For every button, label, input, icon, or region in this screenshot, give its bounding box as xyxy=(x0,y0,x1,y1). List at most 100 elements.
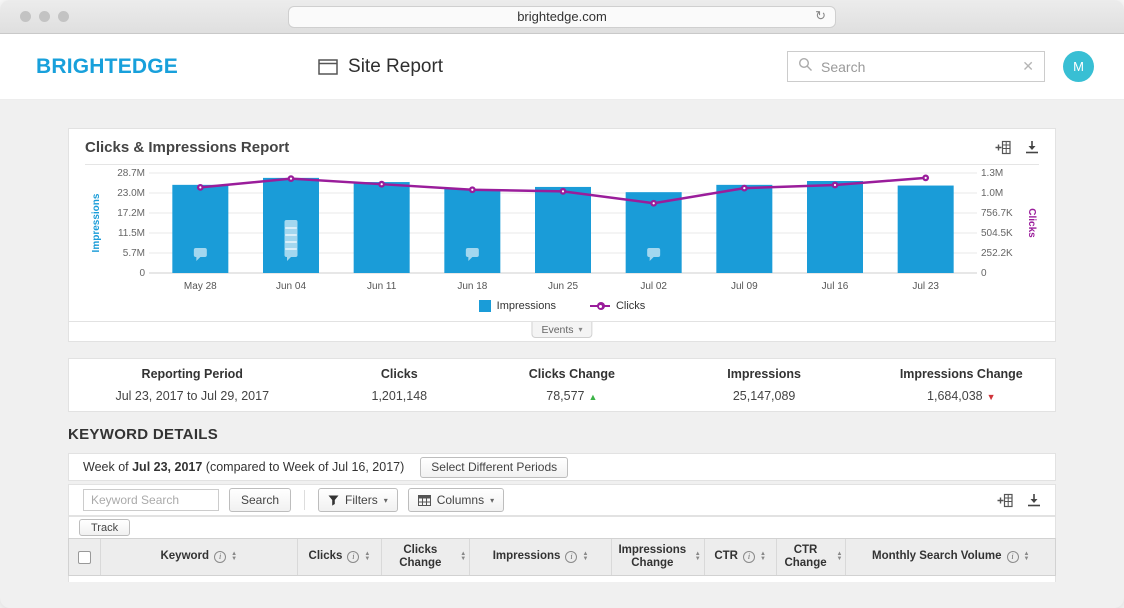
legend-item-clicks[interactable]: Clicks xyxy=(590,300,645,312)
column-label: CTR xyxy=(714,550,738,563)
summary-col-header: Clicks xyxy=(316,359,484,387)
sort-icon[interactable]: ▲▼ xyxy=(582,552,588,562)
column-header-ctr-change[interactable]: CTR Change▲▼ xyxy=(777,539,847,575)
avatar[interactable]: M xyxy=(1063,51,1094,82)
main-content: Clicks & Impressions Report 005.7M252.2K… xyxy=(0,100,1124,582)
page-title-group: Site Report xyxy=(318,56,443,78)
brightedge-logo[interactable]: BRIGHTEDGE xyxy=(36,55,178,79)
keyword-search-input[interactable] xyxy=(83,489,219,511)
column-header-ctr[interactable]: CTR i ▲▼ xyxy=(705,539,777,575)
svg-text:May 28: May 28 xyxy=(184,281,217,292)
down-triangle-icon: ▼ xyxy=(987,392,996,402)
svg-text:252.2K: 252.2K xyxy=(981,248,1013,259)
add-to-dashboard-icon[interactable] xyxy=(995,140,1011,155)
info-icon[interactable]: i xyxy=(743,551,755,563)
column-label: Impressions Change xyxy=(615,544,690,570)
clicks-impressions-chart: 005.7M252.2K11.5M504.5K17.2M756.7K23.0M1… xyxy=(85,165,1039,293)
svg-text:Impressions: Impressions xyxy=(91,193,102,252)
column-label: Monthly Search Volume xyxy=(872,550,1002,563)
legend-label: Clicks xyxy=(616,300,645,312)
column-label: Clicks Change xyxy=(385,544,455,570)
sort-icon[interactable]: ▲▼ xyxy=(1024,552,1030,562)
select-all-checkbox[interactable] xyxy=(78,551,91,564)
columns-grid-icon xyxy=(418,495,431,506)
window-close-button[interactable] xyxy=(20,11,31,22)
select-different-periods-button[interactable]: Select Different Periods xyxy=(420,457,568,478)
add-to-dashboard-icon[interactable] xyxy=(997,493,1013,508)
info-icon[interactable]: i xyxy=(347,551,359,563)
summary-col-header: Clicks Change xyxy=(483,359,660,387)
download-icon[interactable] xyxy=(1027,493,1041,508)
search-box[interactable]: ✕ xyxy=(787,51,1045,82)
funnel-icon xyxy=(328,495,339,506)
column-label: Impressions xyxy=(493,550,561,563)
keyword-search-button[interactable]: Search xyxy=(229,488,291,512)
svg-text:23.0M: 23.0M xyxy=(117,188,145,199)
table-body-sliver xyxy=(68,576,1056,582)
svg-text:1.3M: 1.3M xyxy=(981,168,1003,179)
sort-icon[interactable]: ▲▼ xyxy=(231,552,237,562)
impressions-value: 25,147,089 xyxy=(661,387,868,411)
svg-text:11.5M: 11.5M xyxy=(118,228,145,239)
chevron-down-icon: ▾ xyxy=(579,325,583,334)
sort-icon[interactable]: ▲▼ xyxy=(836,552,842,562)
url-text: brightedge.com xyxy=(517,9,607,24)
url-bar[interactable]: brightedge.com ↻ xyxy=(288,6,836,28)
column-header-clicks-change[interactable]: Clicks Change ▲▼ xyxy=(382,539,470,575)
track-button[interactable]: Track xyxy=(79,519,130,536)
report-window-icon xyxy=(318,59,338,75)
sort-icon[interactable]: ▲▼ xyxy=(695,552,701,562)
period-bar: Week of Jul 23, 2017 (compared to Week o… xyxy=(68,453,1056,481)
window-zoom-button[interactable] xyxy=(58,11,69,22)
column-header-keyword[interactable]: Keywordi▲▼ xyxy=(101,539,298,575)
refresh-icon[interactable]: ↻ xyxy=(815,8,826,24)
clicks-marker-icon xyxy=(590,305,610,307)
browser-chrome: brightedge.com ↻ xyxy=(0,0,1124,34)
events-toggle[interactable]: Events ▾ xyxy=(531,322,592,338)
svg-text:756.7K: 756.7K xyxy=(981,208,1013,219)
keyword-toolbar: Search Filters ▾ Columns ▾ xyxy=(68,484,1056,516)
column-header-impressions-change[interactable]: Impressions Change ▲▼ xyxy=(612,539,705,575)
svg-text:Jul 16: Jul 16 xyxy=(822,281,849,292)
sort-icon[interactable]: ▲▼ xyxy=(460,552,466,562)
svg-text:28.7M: 28.7M xyxy=(117,168,145,179)
info-icon[interactable]: i xyxy=(1007,551,1019,563)
events-strip: Events ▾ xyxy=(68,322,1056,342)
legend-item-impressions[interactable]: Impressions xyxy=(479,300,556,312)
clicks-value: 1,201,148 xyxy=(316,387,484,411)
keyword-details-heading: KEYWORD DETAILS xyxy=(68,426,1056,443)
column-header-clicks[interactable]: Clicksi ▲▼ xyxy=(298,539,383,575)
svg-text:Jun 04: Jun 04 xyxy=(276,281,306,292)
filters-button[interactable]: Filters ▾ xyxy=(318,488,398,512)
chart-legend: Impressions Clicks xyxy=(85,293,1039,319)
column-header-impressions[interactable]: Impressions i ▲▼ xyxy=(470,539,612,575)
sort-icon[interactable]: ▲▼ xyxy=(364,552,370,562)
svg-text:Clicks: Clicks xyxy=(1026,208,1037,238)
chevron-down-icon: ▾ xyxy=(490,496,494,505)
info-icon[interactable]: i xyxy=(214,551,226,563)
period-text: Week of Jul 23, 2017 (compared to Week o… xyxy=(83,460,404,474)
track-row: Track xyxy=(68,516,1056,538)
sort-icon[interactable]: ▲▼ xyxy=(760,552,766,562)
search-input[interactable] xyxy=(821,59,1014,75)
columns-button[interactable]: Columns ▾ xyxy=(408,488,504,512)
svg-text:Jul 23: Jul 23 xyxy=(912,281,939,292)
info-icon[interactable]: i xyxy=(565,551,577,563)
search-icon xyxy=(798,57,813,77)
chevron-down-icon: ▾ xyxy=(384,496,388,505)
column-label: Clicks xyxy=(309,550,343,563)
select-all-checkbox-cell xyxy=(69,539,101,575)
download-icon[interactable] xyxy=(1025,140,1039,155)
window-minimize-button[interactable] xyxy=(39,11,50,22)
clear-search-icon[interactable]: ✕ xyxy=(1022,58,1034,75)
summary-table: Reporting Period Clicks Clicks Change Im… xyxy=(68,358,1056,412)
svg-text:17.2M: 17.2M xyxy=(117,208,145,219)
chart-title: Clicks & Impressions Report xyxy=(85,139,289,156)
clicks-change-value: 78,577▲ xyxy=(483,387,660,411)
column-header-monthly-search-volume[interactable]: Monthly Search Volume i ▲▼ xyxy=(846,539,1055,575)
svg-text:Jul 02: Jul 02 xyxy=(640,281,667,292)
svg-text:Jun 25: Jun 25 xyxy=(548,281,578,292)
summary-header-row: Reporting Period Clicks Clicks Change Im… xyxy=(69,359,1055,387)
svg-text:5.7M: 5.7M xyxy=(123,248,145,259)
up-triangle-icon: ▲ xyxy=(589,392,598,402)
